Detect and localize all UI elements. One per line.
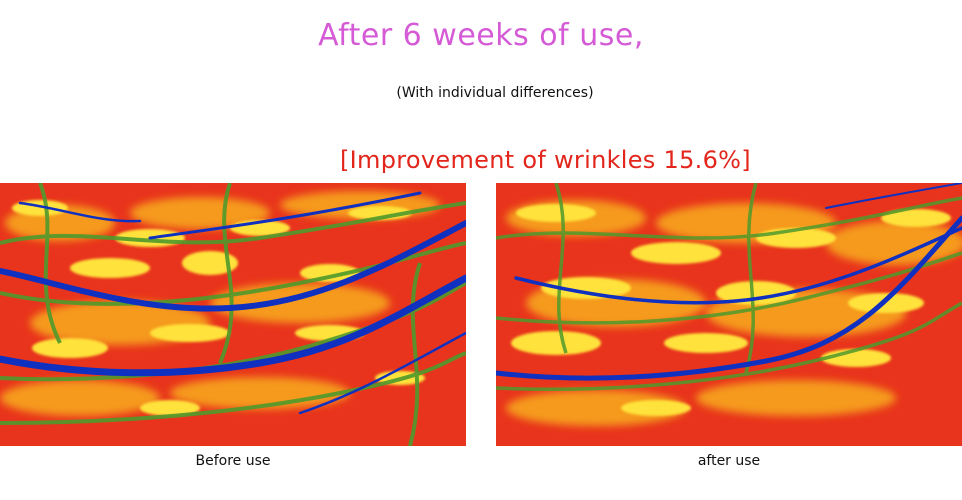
after-use-caption: after use xyxy=(697,453,761,469)
improvement-headline: [Improvement of wrinkles 15.6%] xyxy=(340,146,751,174)
before-use-image xyxy=(0,183,466,446)
page-title: After 6 weeks of use, xyxy=(318,18,644,53)
before-use-caption: Before use xyxy=(195,453,271,469)
page-subtitle: (With individual differences) xyxy=(396,85,594,101)
after-use-image xyxy=(496,183,962,446)
